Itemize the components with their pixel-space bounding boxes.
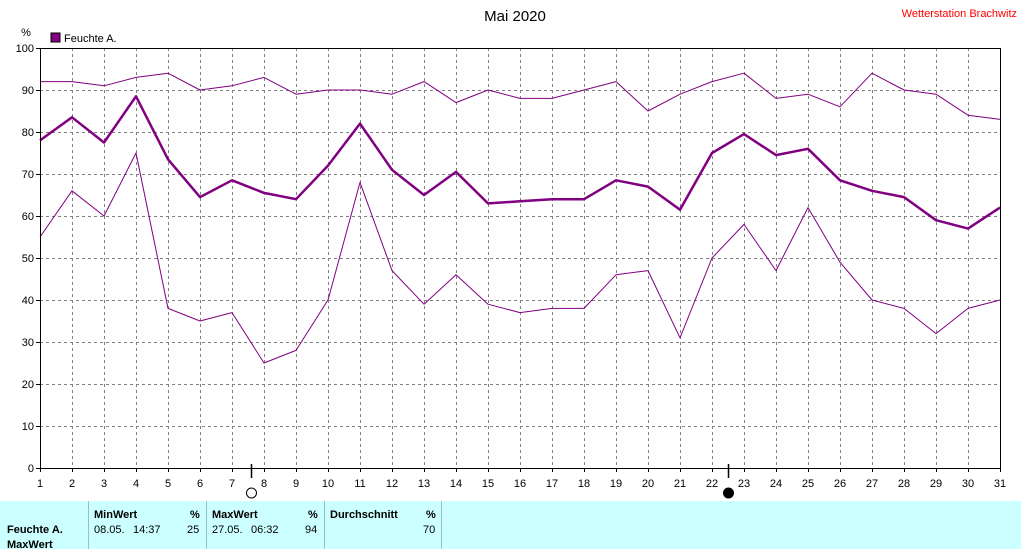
x-tick-label: 3: [101, 478, 107, 490]
legend-label: Feuchte A.: [64, 33, 117, 45]
avg-unit: %: [426, 509, 436, 521]
series-line-max: [40, 72, 1001, 120]
humidity-chart: Mai 2020 Wetterstation Brachwitz % Feuch…: [16, 8, 1017, 499]
x-tick-label: 12: [386, 478, 398, 490]
avg-header: Durchschnitt: [330, 509, 398, 521]
x-tick-label: 2: [69, 478, 75, 490]
x-tick-label: 29: [930, 478, 942, 490]
y-tick-label: 80: [22, 127, 34, 139]
y-tick-label: 90: [22, 85, 34, 97]
min-time: 14:37: [133, 524, 161, 536]
y-tick-label: 20: [22, 379, 34, 391]
y-tick-label: 40: [22, 295, 34, 307]
stats-separator: [441, 501, 442, 549]
x-tick-label: 10: [322, 478, 334, 490]
x-tick-label: 15: [482, 478, 494, 490]
max-unit: %: [308, 509, 318, 521]
x-tick-label: 1: [37, 478, 43, 490]
x-tick-label: 18: [578, 478, 590, 490]
y-tick-label: 60: [22, 211, 34, 223]
moon-phase-markers: [246, 464, 734, 499]
x-tick-label: 14: [450, 478, 462, 490]
min-value: 25: [187, 524, 200, 536]
x-tick-label: 23: [738, 478, 750, 490]
x-tick-label: 4: [133, 478, 139, 490]
series-lines: [39, 72, 1001, 364]
statistics-panel: Feuchte A. MaxWert MinWert % 08.05. 14:3…: [0, 501, 1021, 549]
x-axis-ticks: 1 2 3 4 5 6 7 8 9 10 11 12 13 14 15 16 17 18 19 20 21 22 23 24 2…: [37, 468, 1006, 490]
x-tick-label: 19: [610, 478, 622, 490]
x-tick-label: 5: [165, 478, 171, 490]
stats-row-label-2: MaxWert: [7, 539, 53, 549]
max-value: 94: [305, 524, 318, 536]
x-tick-label: 20: [642, 478, 654, 490]
y-tick-label: 50: [22, 253, 34, 265]
y-tick-label: 100: [16, 43, 34, 55]
min-header: MinWert: [94, 509, 138, 521]
new-moon-icon: [723, 487, 734, 499]
x-tick-label: 8: [261, 478, 267, 490]
chart-title: Mai 2020: [484, 8, 546, 25]
stats-separator: [206, 501, 207, 549]
x-tick-label: 31: [994, 478, 1006, 490]
x-tick-label: 17: [546, 478, 558, 490]
y-tick-label: 10: [22, 421, 34, 433]
x-tick-label: 16: [514, 478, 526, 490]
x-tick-label: 13: [418, 478, 430, 490]
max-date: 27.05.: [212, 524, 243, 536]
min-date: 08.05.: [94, 524, 125, 536]
y-axis-unit: %: [21, 27, 31, 39]
x-tick-label: 26: [834, 478, 846, 490]
x-tick-label: 11: [354, 478, 365, 490]
series-line-mean: [39, 95, 1001, 230]
plot-frame: [40, 48, 1001, 469]
max-time: 06:32: [251, 524, 279, 536]
stats-separator: [88, 501, 89, 549]
series-line-min: [39, 152, 1001, 364]
x-tick-label: 30: [962, 478, 974, 490]
stats-row-label: Feuchte A.: [7, 524, 63, 536]
legend-swatch: [50, 32, 61, 43]
y-tick-label: 30: [22, 337, 34, 349]
x-tick-label: 7: [229, 478, 235, 490]
y-tick-label: 70: [22, 169, 34, 181]
y-tick-label: 0: [28, 463, 34, 475]
x-tick-label: 25: [802, 478, 814, 490]
full-moon-icon: [246, 487, 257, 499]
x-tick-label: 21: [674, 478, 686, 490]
grid-lines: [40, 48, 1000, 468]
x-tick-label: 28: [898, 478, 910, 490]
x-tick-label: 27: [866, 478, 878, 490]
min-unit: %: [190, 509, 200, 521]
stats-separator: [324, 501, 325, 549]
station-name: Wetterstation Brachwitz: [902, 8, 1017, 20]
x-tick-label: 24: [770, 478, 782, 490]
x-tick-label: 22: [706, 478, 718, 490]
y-axis-ticks: 0 10 20 30 40 50 60 70 80 90 100: [16, 43, 40, 475]
x-tick-label: 6: [197, 478, 203, 490]
avg-value: 70: [423, 524, 436, 536]
max-header: MaxWert: [212, 509, 258, 521]
x-tick-label: 9: [293, 478, 299, 490]
